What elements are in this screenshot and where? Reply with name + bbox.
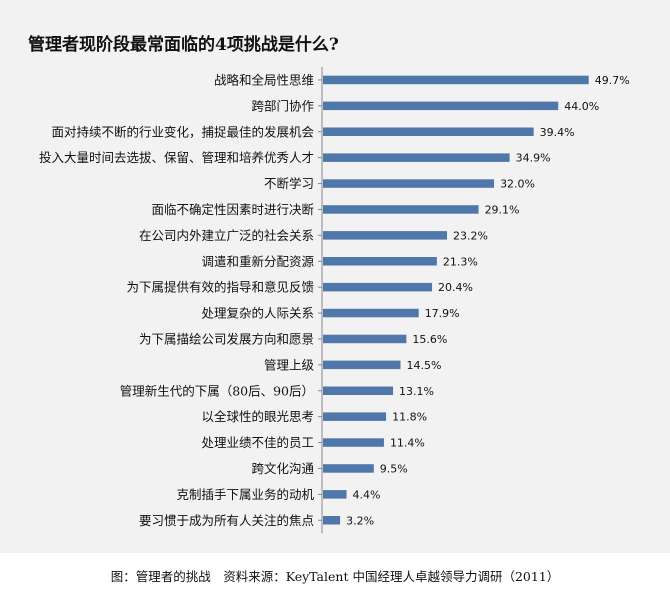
bar [323, 282, 433, 292]
value-label: 17.9% [425, 307, 460, 320]
value-label: 9.5% [380, 462, 408, 475]
bar [323, 75, 589, 85]
value-label: 39.4% [540, 126, 575, 139]
bar [323, 205, 479, 214]
value-label: 34.9% [516, 152, 551, 165]
value-label: 32.0% [500, 178, 535, 191]
category-label: 面对持续不断的行业变化，捕捉最佳的发展机会 [51, 124, 314, 139]
bar [323, 101, 559, 111]
value-label: 44.0% [564, 100, 599, 113]
category-label: 管理上级 [264, 357, 315, 372]
bar [323, 308, 419, 318]
bar [323, 231, 448, 240]
value-label: 15.6% [412, 333, 447, 346]
bar [323, 490, 347, 499]
category-label: 为下属描绘公司发展方向和愿景 [139, 331, 314, 346]
category-label: 面临不确定性因素时进行决断 [151, 202, 314, 217]
value-label: 3.2% [346, 514, 374, 527]
bar [323, 386, 394, 395]
bar [323, 257, 437, 266]
category-label: 处理复杂的人际关系 [201, 306, 314, 321]
category-label: 调遣和重新分配资源 [201, 254, 314, 269]
bar [323, 516, 341, 525]
chart-panel [0, 0, 670, 553]
bar [323, 127, 534, 136]
category-label: 投入大量时间去选拔、保留、管理和培养优秀人才 [39, 150, 314, 165]
category-label: 不断学习 [264, 176, 314, 191]
value-label: 49.7% [595, 74, 630, 87]
bar [323, 179, 495, 188]
category-label: 战略和全局性思维 [214, 72, 314, 87]
bar [323, 153, 510, 162]
value-label: 4.4% [353, 488, 381, 501]
value-label: 29.1% [485, 203, 520, 216]
bars-layer: 战略和全局性思维 49.7% 跨部门协作 44.0% 面对持续不断的行业变化，捕捉最佳的… [39, 67, 630, 534]
bar [323, 334, 407, 344]
category-label: 跨文化沟通 [251, 461, 314, 476]
category-label: 克制插手下属业务的动机 [176, 487, 314, 502]
value-label: 13.1% [399, 385, 434, 398]
bar [323, 412, 387, 421]
figure-caption: 图：管理者的挑战 资料来源：KeyTalent 中国经理人卓越领导力调研（201… [110, 569, 560, 584]
bar [323, 438, 384, 447]
category-label: 以全球性的眼光思考 [201, 409, 314, 424]
category-label: 要习惯于成为所有人关注的焦点 [139, 513, 314, 528]
category-label: 处理业绩不佳的员工 [201, 435, 314, 450]
value-label: 21.3% [443, 255, 478, 268]
bar [323, 360, 401, 370]
category-label: 在公司内外建立广泛的社会关系 [139, 228, 314, 243]
value-label: 20.4% [438, 281, 473, 294]
category-label: 管理新生代的下属（80后、90后） [120, 383, 314, 398]
category-label: 跨部门协作 [251, 98, 314, 113]
value-label: 11.4% [390, 437, 425, 450]
category-label: 为下属提供有效的指导和意见反馈 [126, 280, 314, 295]
value-label: 23.2% [453, 229, 488, 242]
value-label: 11.8% [392, 411, 427, 424]
chart-title: 管理者现阶段最常面临的4项挑战是什么? [28, 35, 339, 55]
bar [323, 464, 374, 473]
bar-chart: 战略和全局性思维 49.7% 跨部门协作 44.0% 面对持续不断的行业变化，捕捉最佳的… [39, 67, 630, 534]
value-label: 14.5% [407, 359, 442, 372]
